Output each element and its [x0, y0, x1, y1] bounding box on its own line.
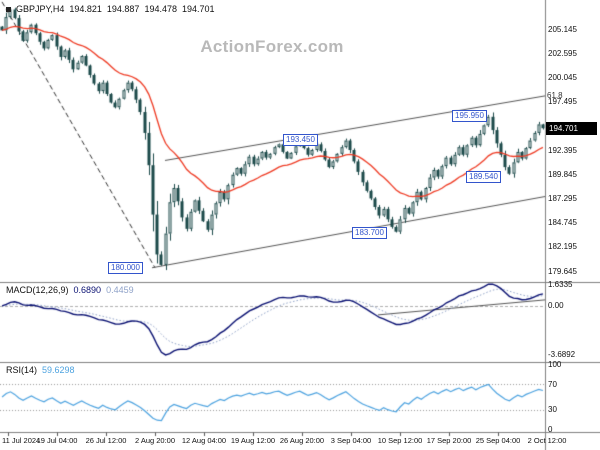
ohlc-high: 194.887	[106, 4, 140, 14]
rsi-header: RSI(14) 59.6298	[6, 365, 80, 375]
rsi-title: RSI(14)	[6, 365, 38, 375]
fib-61-8-label: 61.8	[547, 90, 563, 100]
ohlc-close: 194.701	[182, 4, 215, 14]
symbol-label: GBPJPY,H4	[16, 4, 65, 14]
ohlc-low: 194.478	[144, 4, 177, 14]
chart-header: GBPJPY,H4 194.821 194.887 194.478 194.701	[6, 4, 220, 14]
macd-main-value: 0.6890	[73, 285, 102, 295]
ohlc-open: 194.821	[69, 4, 102, 14]
watermark: ActionForex.com	[200, 37, 344, 56]
macd-signal-value: 0.4459	[106, 285, 134, 295]
macd-header: MACD(12,26,9) 0.6890 0.4459	[6, 285, 139, 295]
rsi-value: 59.6298	[42, 365, 75, 375]
symbol-marker-icon	[6, 7, 11, 12]
macd-title: MACD(12,26,9)	[6, 285, 69, 295]
current-price-box: 194.701	[546, 121, 597, 135]
